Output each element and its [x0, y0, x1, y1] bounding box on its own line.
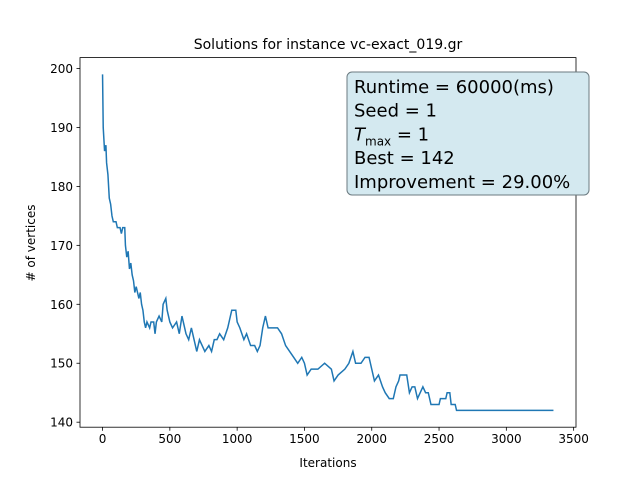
x-tick-label: 500 — [158, 432, 181, 446]
x-tick-label: 3500 — [558, 432, 589, 446]
x-tick-label: 3000 — [491, 432, 522, 446]
annotation-line: Best = 142 — [354, 148, 455, 169]
x-tick-label: 1500 — [289, 432, 320, 446]
annotation-subscript: max — [365, 134, 391, 148]
annotation-line: Improvement = 29.00% — [354, 172, 570, 193]
y-tick-label: 170 — [50, 239, 73, 253]
x-tick-label: 2500 — [424, 432, 455, 446]
x-tick-label: 0 — [99, 432, 107, 446]
chart-title: Solutions for instance vc-exact_019.gr — [194, 37, 463, 53]
y-tick-label: 190 — [50, 121, 73, 135]
annotation-line: Runtime = 60000(ms) — [354, 77, 554, 98]
annotation-text: = 1 — [391, 124, 429, 145]
data-line — [101, 74, 554, 412]
annotation-line: Seed = 1 — [354, 101, 437, 122]
annotation-line: Tmax = 1 — [354, 124, 429, 148]
annotation-symbol: T — [354, 124, 367, 145]
y-axis-label: # of vertices — [24, 205, 38, 282]
x-tick-label: 1000 — [222, 432, 253, 446]
plot-frame — [79, 57, 577, 428]
y-tick-label: 200 — [50, 62, 73, 76]
x-tick-label: 2000 — [356, 432, 387, 446]
y-tick-label: 140 — [50, 416, 73, 430]
y-tick-label: 160 — [50, 298, 73, 312]
y-tick-label: 150 — [50, 357, 73, 371]
annotation-box — [346, 71, 590, 196]
y-tick-label: 180 — [50, 180, 73, 194]
x-axis-label: Iterations — [299, 456, 356, 470]
